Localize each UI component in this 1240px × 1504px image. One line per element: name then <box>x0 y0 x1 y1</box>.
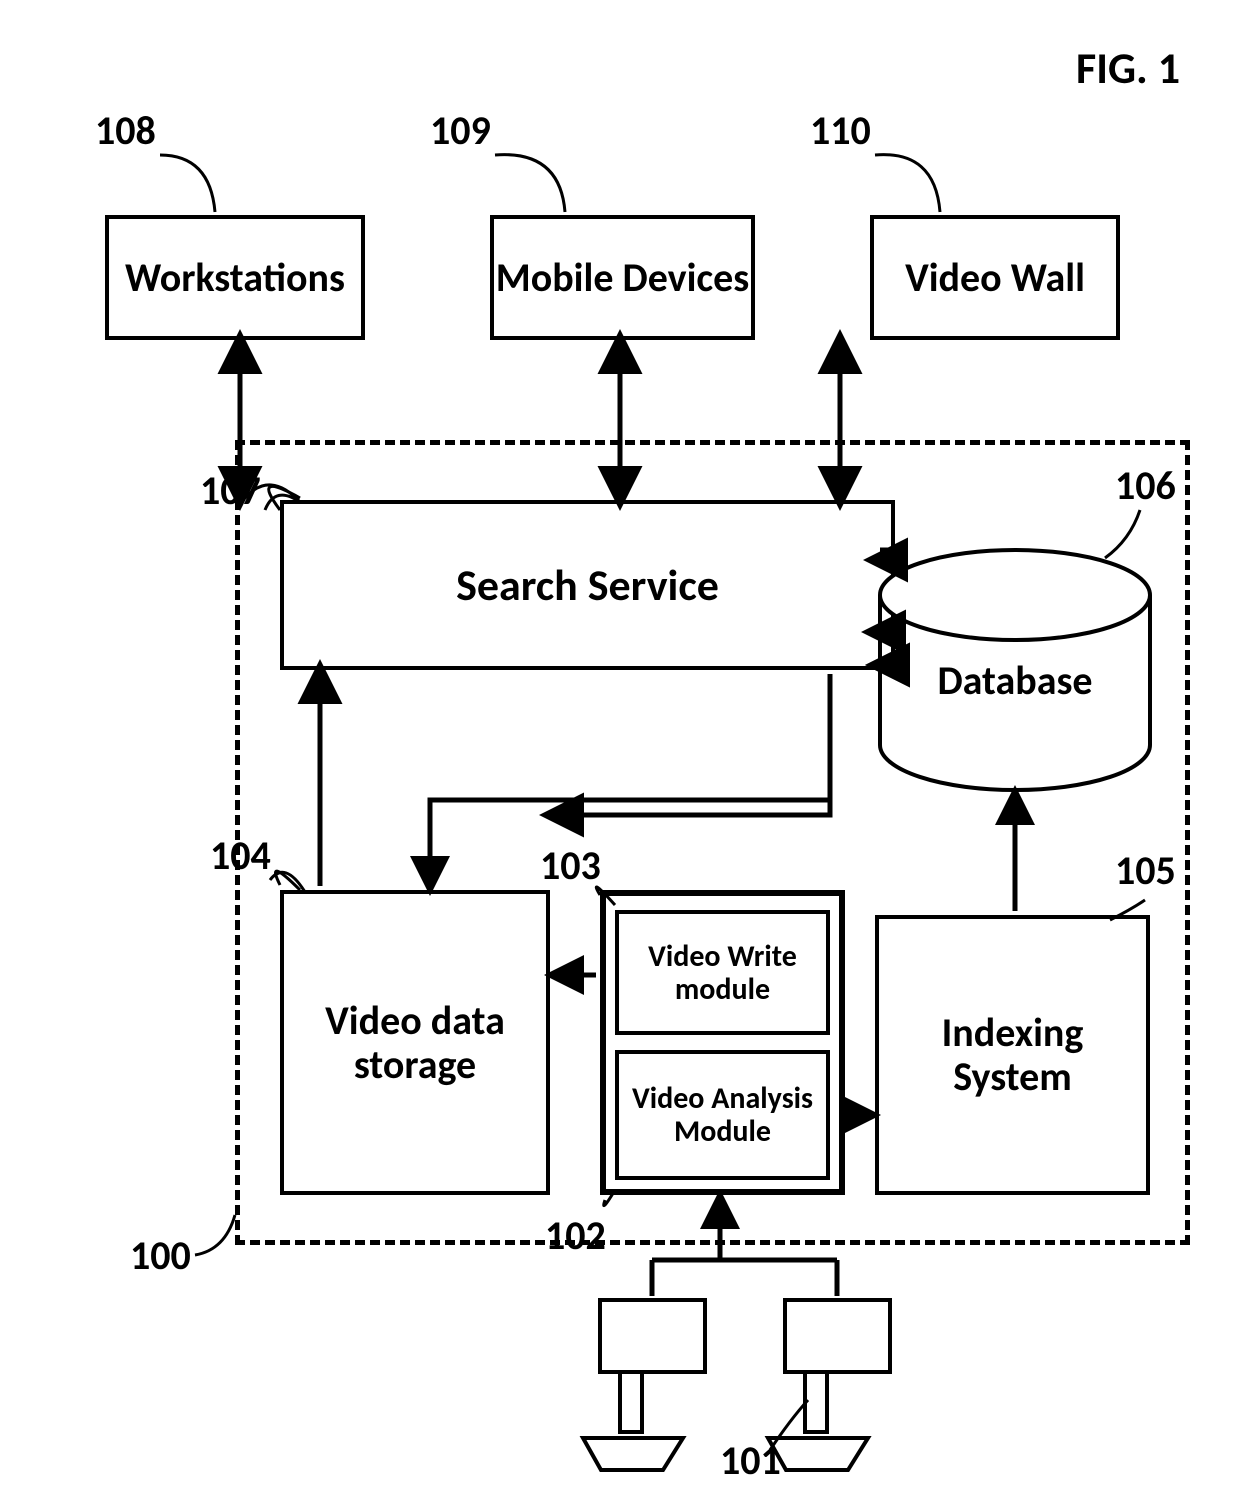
arrows-layer <box>0 0 1240 1504</box>
